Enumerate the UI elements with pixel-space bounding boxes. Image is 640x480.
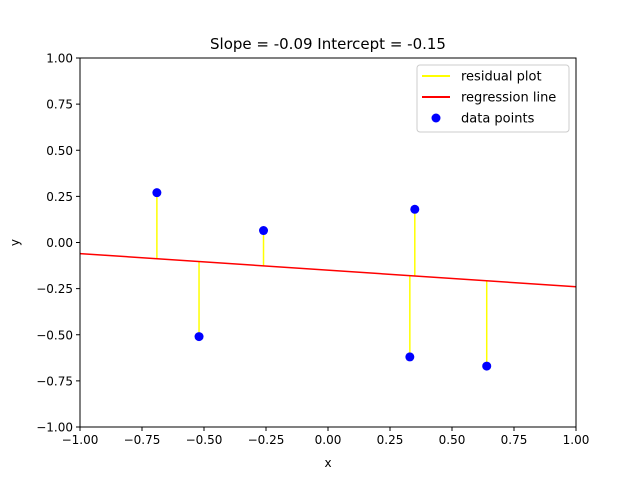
data-points [152, 188, 492, 371]
y-tick-label-0: −1.00 [36, 421, 73, 435]
legend-box [416, 64, 570, 133]
x-tick-label-7: 0.75 [501, 433, 528, 447]
y-tick-label-6: 0.50 [46, 144, 73, 158]
legend: residual plot regression line data points [416, 64, 570, 133]
x-tick-label-3: −0.25 [248, 433, 285, 447]
data-point-2 [259, 226, 269, 236]
legend-label-2: data points [461, 112, 535, 127]
x-tick-label-0: −1.00 [62, 433, 99, 447]
x-tick-label-1: −0.75 [124, 433, 161, 447]
y-tick-label-7: 0.75 [46, 98, 73, 112]
data-point-1 [194, 332, 204, 342]
regression-line-group [79, 252, 577, 288]
legend-swatch-2 [431, 113, 441, 123]
x-tick-label-6: 0.50 [439, 433, 466, 447]
legend-label-1: regression line [461, 91, 556, 106]
x-axis-ticks: −1.00 −0.75 −0.50 −0.25 0.00 0.25 0.50 0.75 1.00 [62, 427, 590, 447]
y-tick-label-2: −0.50 [36, 328, 73, 342]
y-tick-label-4: 0.00 [46, 236, 73, 250]
x-axis-label: x [324, 456, 331, 470]
y-tick-label-8: 1.00 [46, 52, 73, 66]
data-point-5 [482, 361, 492, 371]
x-tick-label-2: −0.50 [186, 433, 223, 447]
legend-label-0: residual plot [461, 70, 542, 85]
residual-lines [156, 192, 488, 367]
y-axis-label: y [8, 239, 22, 246]
y-axis-ticks: −1.00 −0.75 −0.50 −0.25 0.00 0.25 0.50 0.75 1.00 [36, 52, 80, 435]
y-tick-label-3: −0.25 [36, 282, 73, 296]
data-point-4 [410, 204, 420, 214]
y-tick-label-5: 0.25 [46, 190, 73, 204]
x-tick-label-8: 1.00 [563, 433, 590, 447]
x-tick-label-4: 0.00 [315, 433, 342, 447]
data-point-3 [405, 352, 415, 362]
chart-title: Slope = -0.09 Intercept = -0.15 [210, 35, 446, 53]
regression-line [79, 252, 577, 288]
x-tick-label-5: 0.25 [377, 433, 404, 447]
y-tick-label-1: −0.75 [36, 374, 73, 388]
data-point-0 [152, 188, 162, 198]
